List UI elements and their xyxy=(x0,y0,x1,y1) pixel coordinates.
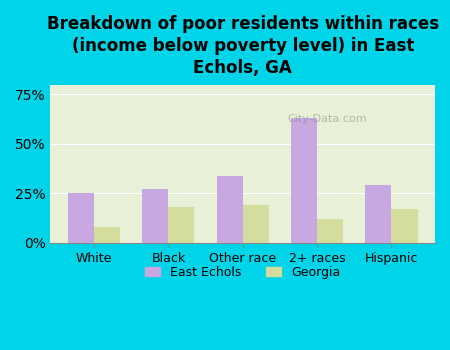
Bar xyxy=(142,189,168,243)
Bar xyxy=(365,186,392,243)
Bar xyxy=(217,176,243,243)
Text: City-Data.com: City-Data.com xyxy=(288,114,367,124)
Bar xyxy=(243,205,269,243)
Bar xyxy=(68,194,94,243)
Title: Breakdown of poor residents within races
(income below poverty level) in East
Ec: Breakdown of poor residents within races… xyxy=(47,15,439,77)
Bar xyxy=(94,227,120,243)
Bar xyxy=(392,209,418,243)
Bar xyxy=(291,118,317,243)
Bar xyxy=(168,207,194,243)
Legend: East Echols, Georgia: East Echols, Georgia xyxy=(140,261,346,284)
Bar xyxy=(317,219,343,243)
